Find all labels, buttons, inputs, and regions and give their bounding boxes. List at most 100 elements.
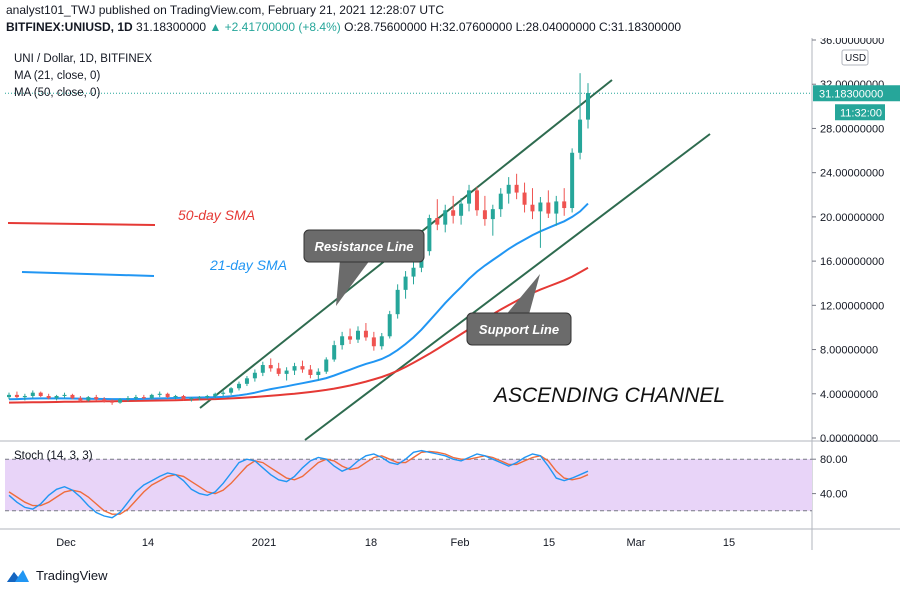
price-chart[interactable]: 36.0000000032.0000000028.0000000024.0000… (0, 38, 900, 565)
candle-body[interactable] (205, 395, 210, 398)
candle-body[interactable] (554, 201, 559, 214)
candle-body[interactable] (244, 378, 249, 384)
tradingview-brand-label: TradingView (36, 568, 108, 583)
candle-body[interactable] (70, 394, 75, 399)
candle-body[interactable] (451, 210, 456, 216)
price-tick-label: 4.00000000 (820, 389, 878, 401)
candle-body[interactable] (578, 119, 583, 153)
candle-body[interactable] (78, 398, 83, 401)
candle-body[interactable] (213, 393, 218, 396)
legend-stoch: Stoch (14, 3, 3) (14, 450, 93, 462)
candle-body[interactable] (221, 392, 226, 394)
candle-body[interactable] (149, 394, 154, 399)
candle-body[interactable] (125, 398, 130, 400)
candle-body[interactable] (22, 395, 27, 398)
candle-body[interactable] (363, 330, 368, 338)
time-tick-label: Dec (56, 537, 76, 549)
resistance-callout-label: Resistance Line (315, 239, 414, 254)
candle-body[interactable] (332, 345, 337, 360)
price-tick-label: 36.00000000 (820, 38, 884, 47)
candle-body[interactable] (459, 203, 464, 216)
candle-body[interactable] (538, 202, 543, 212)
support-callout-label: Support Line (479, 322, 559, 337)
candle-body[interactable] (46, 395, 51, 399)
candle-body[interactable] (260, 365, 265, 373)
candle-body[interactable] (387, 314, 392, 337)
candle-body[interactable] (411, 267, 416, 277)
support-callout-box (466, 312, 572, 346)
candle-body[interactable] (308, 369, 313, 375)
candle-body[interactable] (316, 371, 321, 375)
candle-body[interactable] (14, 394, 19, 398)
candle-body[interactable] (435, 217, 440, 225)
candle-body[interactable] (197, 397, 202, 399)
candle-body[interactable] (284, 370, 289, 374)
candle-body[interactable] (157, 393, 162, 395)
legend-ma21: MA (21, close, 0) (14, 70, 100, 82)
ohlc-values: O:28.75600000 H:32.07600000 L:28.0400000… (344, 20, 682, 34)
candle-body[interactable] (268, 365, 273, 369)
candle-body[interactable] (86, 397, 91, 401)
candle-body[interactable] (102, 399, 107, 402)
candle-body[interactable] (371, 337, 376, 347)
candle-body[interactable] (189, 398, 194, 400)
price-tick-label: 28.00000000 (820, 123, 884, 135)
candle-body[interactable] (522, 192, 527, 205)
candle-body[interactable] (94, 397, 99, 400)
last-price: 31.18300000 (136, 20, 207, 34)
candle-body[interactable] (252, 372, 257, 379)
time-tick-label: 15 (723, 537, 735, 549)
candle-body[interactable] (467, 190, 472, 204)
candle-body[interactable] (562, 201, 567, 209)
candle-body[interactable] (173, 395, 178, 398)
candle-body[interactable] (292, 366, 297, 371)
candle-body[interactable] (570, 152, 575, 209)
candle-body[interactable] (141, 397, 146, 399)
candle-body[interactable] (498, 193, 503, 210)
tradingview-brand[interactable]: TradingView (6, 568, 108, 583)
candle-body[interactable] (348, 336, 353, 340)
candle-body[interactable] (165, 393, 170, 398)
candle-body[interactable] (340, 336, 345, 346)
candle-body[interactable] (30, 392, 35, 396)
candle-body[interactable] (586, 93, 590, 120)
candle-body[interactable] (482, 210, 487, 220)
candle-body[interactable] (546, 202, 551, 214)
candle-body[interactable] (276, 368, 281, 374)
candle-body[interactable] (181, 395, 186, 400)
countdown-badge (835, 104, 885, 121)
price-tick-label: 16.00000000 (820, 256, 884, 268)
symbol-name: BITFINEX:UNIUSD, 1D (6, 20, 133, 34)
time-tick-label: 18 (365, 537, 377, 549)
candle-body[interactable] (506, 184, 511, 194)
candle-body[interactable] (62, 394, 67, 396)
candle-body[interactable] (133, 397, 138, 399)
candle-body[interactable] (7, 394, 11, 398)
candle-body[interactable] (395, 289, 400, 315)
candle-body[interactable] (110, 401, 115, 403)
candle-body[interactable] (474, 190, 479, 211)
candle-body[interactable] (229, 388, 234, 393)
candle-body[interactable] (300, 366, 305, 370)
legend-title: UNI / Dollar, 1D, BITFINEX (14, 53, 152, 65)
candle-body[interactable] (355, 330, 360, 340)
price-change: ▲ +2.41700000 (+8.4%) (209, 20, 341, 34)
tradingview-logo-icon (7, 569, 29, 582)
support-callout-pointer (505, 274, 540, 318)
candle-body[interactable] (427, 217, 432, 252)
stoch-k-line (8, 449, 589, 519)
candle-body[interactable] (530, 204, 535, 212)
candle-body[interactable] (514, 184, 519, 193)
candle-body[interactable] (379, 336, 384, 347)
currency-badge[interactable] (841, 49, 869, 66)
candle-body[interactable] (237, 383, 242, 389)
candle-body[interactable] (54, 395, 59, 399)
candle-body[interactable] (443, 210, 448, 225)
candle-body[interactable] (38, 392, 43, 396)
candle-body[interactable] (403, 276, 408, 290)
candle-body[interactable] (490, 209, 495, 220)
sma21-annotation-label: 21-day SMA (209, 257, 287, 273)
sma21-annotation-line (21, 271, 155, 277)
candle-body[interactable] (118, 399, 123, 403)
candle-body[interactable] (324, 359, 329, 372)
